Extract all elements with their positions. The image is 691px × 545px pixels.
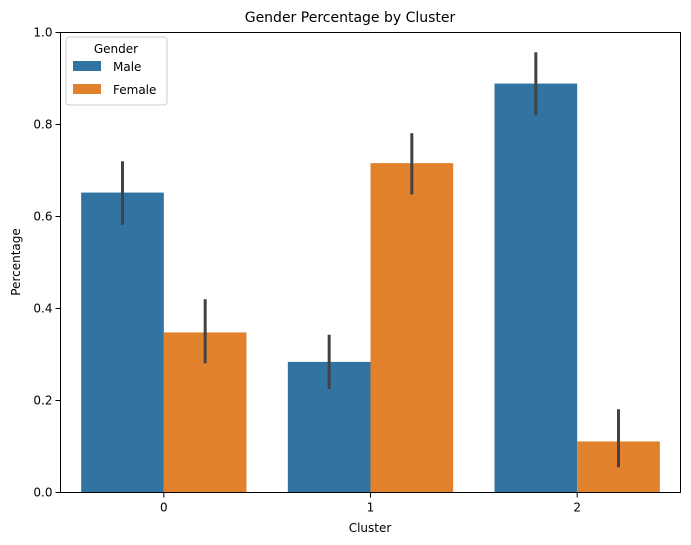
bar-male-cluster-0: [81, 192, 164, 493]
y-tick-label: 0.0: [33, 486, 52, 500]
y-tick-label: 0.2: [33, 394, 52, 408]
bar-male-cluster-2: [494, 83, 578, 493]
y-tick-label: 0.4: [33, 302, 52, 316]
legend-label-female: Female: [113, 83, 156, 97]
bars-group: [81, 83, 660, 493]
y-tick-label: 0.6: [33, 210, 52, 224]
x-tick-label: 0: [160, 501, 168, 515]
legend-swatch-male: [73, 61, 101, 71]
legend-swatch-female: [73, 84, 101, 94]
chart-title: Gender Percentage by Cluster: [245, 10, 456, 26]
x-axis-label: Cluster: [349, 521, 392, 535]
x-tick-label: 1: [367, 501, 375, 515]
bar-female-cluster-1: [370, 163, 454, 493]
y-axis-label: Percentage: [9, 228, 23, 296]
x-axis: 0 1 2: [160, 492, 581, 515]
legend-title: Gender: [94, 42, 138, 56]
error-bars-group: [121, 52, 620, 468]
x-tick-label: 2: [573, 501, 581, 515]
y-axis: 0.0 0.2 0.4 0.6 0.8 1.0: [33, 26, 61, 500]
legend-label-male: Male: [113, 60, 141, 74]
y-tick-label: 1.0: [33, 26, 52, 40]
legend: Gender Male Female: [65, 36, 168, 106]
y-tick-label: 0.8: [33, 118, 52, 132]
